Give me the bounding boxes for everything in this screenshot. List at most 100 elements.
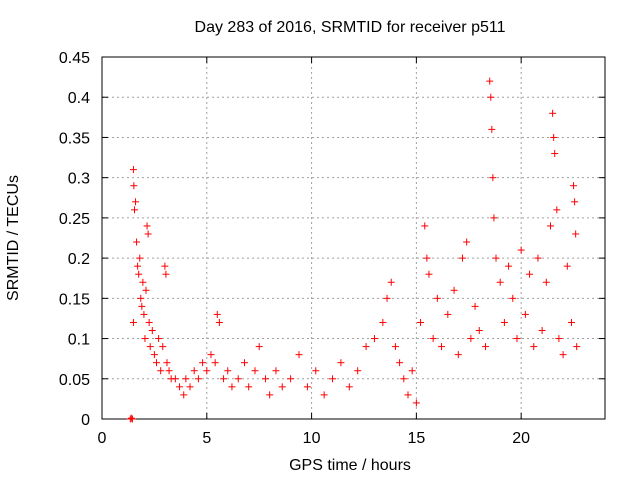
data-point <box>421 222 429 230</box>
x-tick-label: 15 <box>407 430 425 447</box>
data-point <box>261 375 269 383</box>
data-point <box>542 278 550 286</box>
y-tick-label: 0.1 <box>68 332 90 349</box>
data-point <box>404 391 412 399</box>
data-point <box>417 318 425 326</box>
data-point <box>139 278 147 286</box>
data-point <box>534 254 542 262</box>
data-point <box>130 206 138 214</box>
data-point <box>486 77 494 85</box>
data-point <box>454 351 462 359</box>
y-tick-label: 0.05 <box>59 372 90 389</box>
data-point <box>345 383 353 391</box>
data-point <box>463 238 471 246</box>
data-point <box>549 109 557 117</box>
x-tick-label: 5 <box>202 430 211 447</box>
data-point <box>551 150 559 158</box>
data-point <box>517 246 525 254</box>
data-point <box>354 367 362 375</box>
data-point <box>152 359 160 367</box>
y-tick-labels: 0 0.05 0.1 0.15 0.2 0.25 0.3 0.35 0.4 0.45 <box>59 50 90 429</box>
data-point <box>141 335 149 343</box>
data-point <box>176 383 184 391</box>
chart-title: Day 283 of 2016, SRMTID for receiver p51… <box>195 19 506 36</box>
data-point <box>489 174 497 182</box>
data-point <box>370 335 378 343</box>
x-axis-label: GPS time / hours <box>289 457 411 474</box>
data-point <box>570 182 578 190</box>
data-point <box>387 278 395 286</box>
data-point <box>408 367 416 375</box>
data-point <box>142 286 150 294</box>
data-point <box>190 367 198 375</box>
data-point <box>412 399 420 407</box>
plot-frame <box>101 56 606 420</box>
data-point <box>165 367 173 375</box>
y-tick-label: 0.2 <box>68 251 90 268</box>
data-point <box>488 125 496 133</box>
data-point <box>144 230 152 238</box>
x-tick-labels: 0 5 10 15 20 <box>98 430 531 447</box>
data-point <box>194 375 202 383</box>
x-tick-label: 0 <box>98 430 107 447</box>
data-point <box>228 383 236 391</box>
data-point <box>207 351 215 359</box>
data-point <box>400 375 408 383</box>
data-point <box>278 383 286 391</box>
data-point <box>171 375 179 383</box>
data-point <box>547 222 555 230</box>
data-point <box>129 166 137 174</box>
data-point <box>567 318 575 326</box>
data-point <box>186 383 194 391</box>
data-point <box>572 230 580 238</box>
data-point <box>553 206 561 214</box>
data-point <box>509 294 517 302</box>
data-point <box>530 343 538 351</box>
data-point <box>444 310 452 318</box>
ticks <box>101 56 605 420</box>
data-point <box>255 343 263 351</box>
data-point <box>396 359 404 367</box>
data-point <box>482 343 490 351</box>
y-tick-label: 0.45 <box>59 50 90 67</box>
data-point <box>133 238 141 246</box>
data-point <box>438 343 446 351</box>
data-point <box>155 335 163 343</box>
data-point <box>146 343 154 351</box>
data-point <box>475 327 483 335</box>
data-point <box>458 254 466 262</box>
data-point <box>425 270 433 278</box>
data-point <box>135 270 143 278</box>
y-tick-label: 0.15 <box>59 291 90 308</box>
data-point <box>362 343 370 351</box>
data-point <box>136 254 144 262</box>
data-point <box>471 302 479 310</box>
data-point <box>555 335 563 343</box>
y-tick-label: 0.35 <box>59 130 90 147</box>
x-tick-label: 20 <box>512 430 530 447</box>
data-point <box>140 310 148 318</box>
data-point <box>163 359 171 367</box>
y-tick-label: 0.25 <box>59 211 90 228</box>
data-point <box>157 367 165 375</box>
data-point <box>161 262 169 270</box>
data-point <box>571 198 579 206</box>
data-point <box>559 351 567 359</box>
data-point <box>337 359 345 367</box>
x-tick-label: 10 <box>303 430 321 447</box>
data-point <box>563 262 571 270</box>
data-point <box>162 270 170 278</box>
grid <box>102 57 605 419</box>
data-point <box>130 182 138 190</box>
data-point <box>145 318 153 326</box>
data-point <box>266 391 274 399</box>
data-point <box>220 375 228 383</box>
data-point <box>505 262 513 270</box>
data-point <box>132 198 140 206</box>
data-point <box>127 414 135 422</box>
data-point <box>129 318 137 326</box>
data-point <box>134 262 142 270</box>
data-point <box>203 367 211 375</box>
data-point <box>182 375 190 383</box>
